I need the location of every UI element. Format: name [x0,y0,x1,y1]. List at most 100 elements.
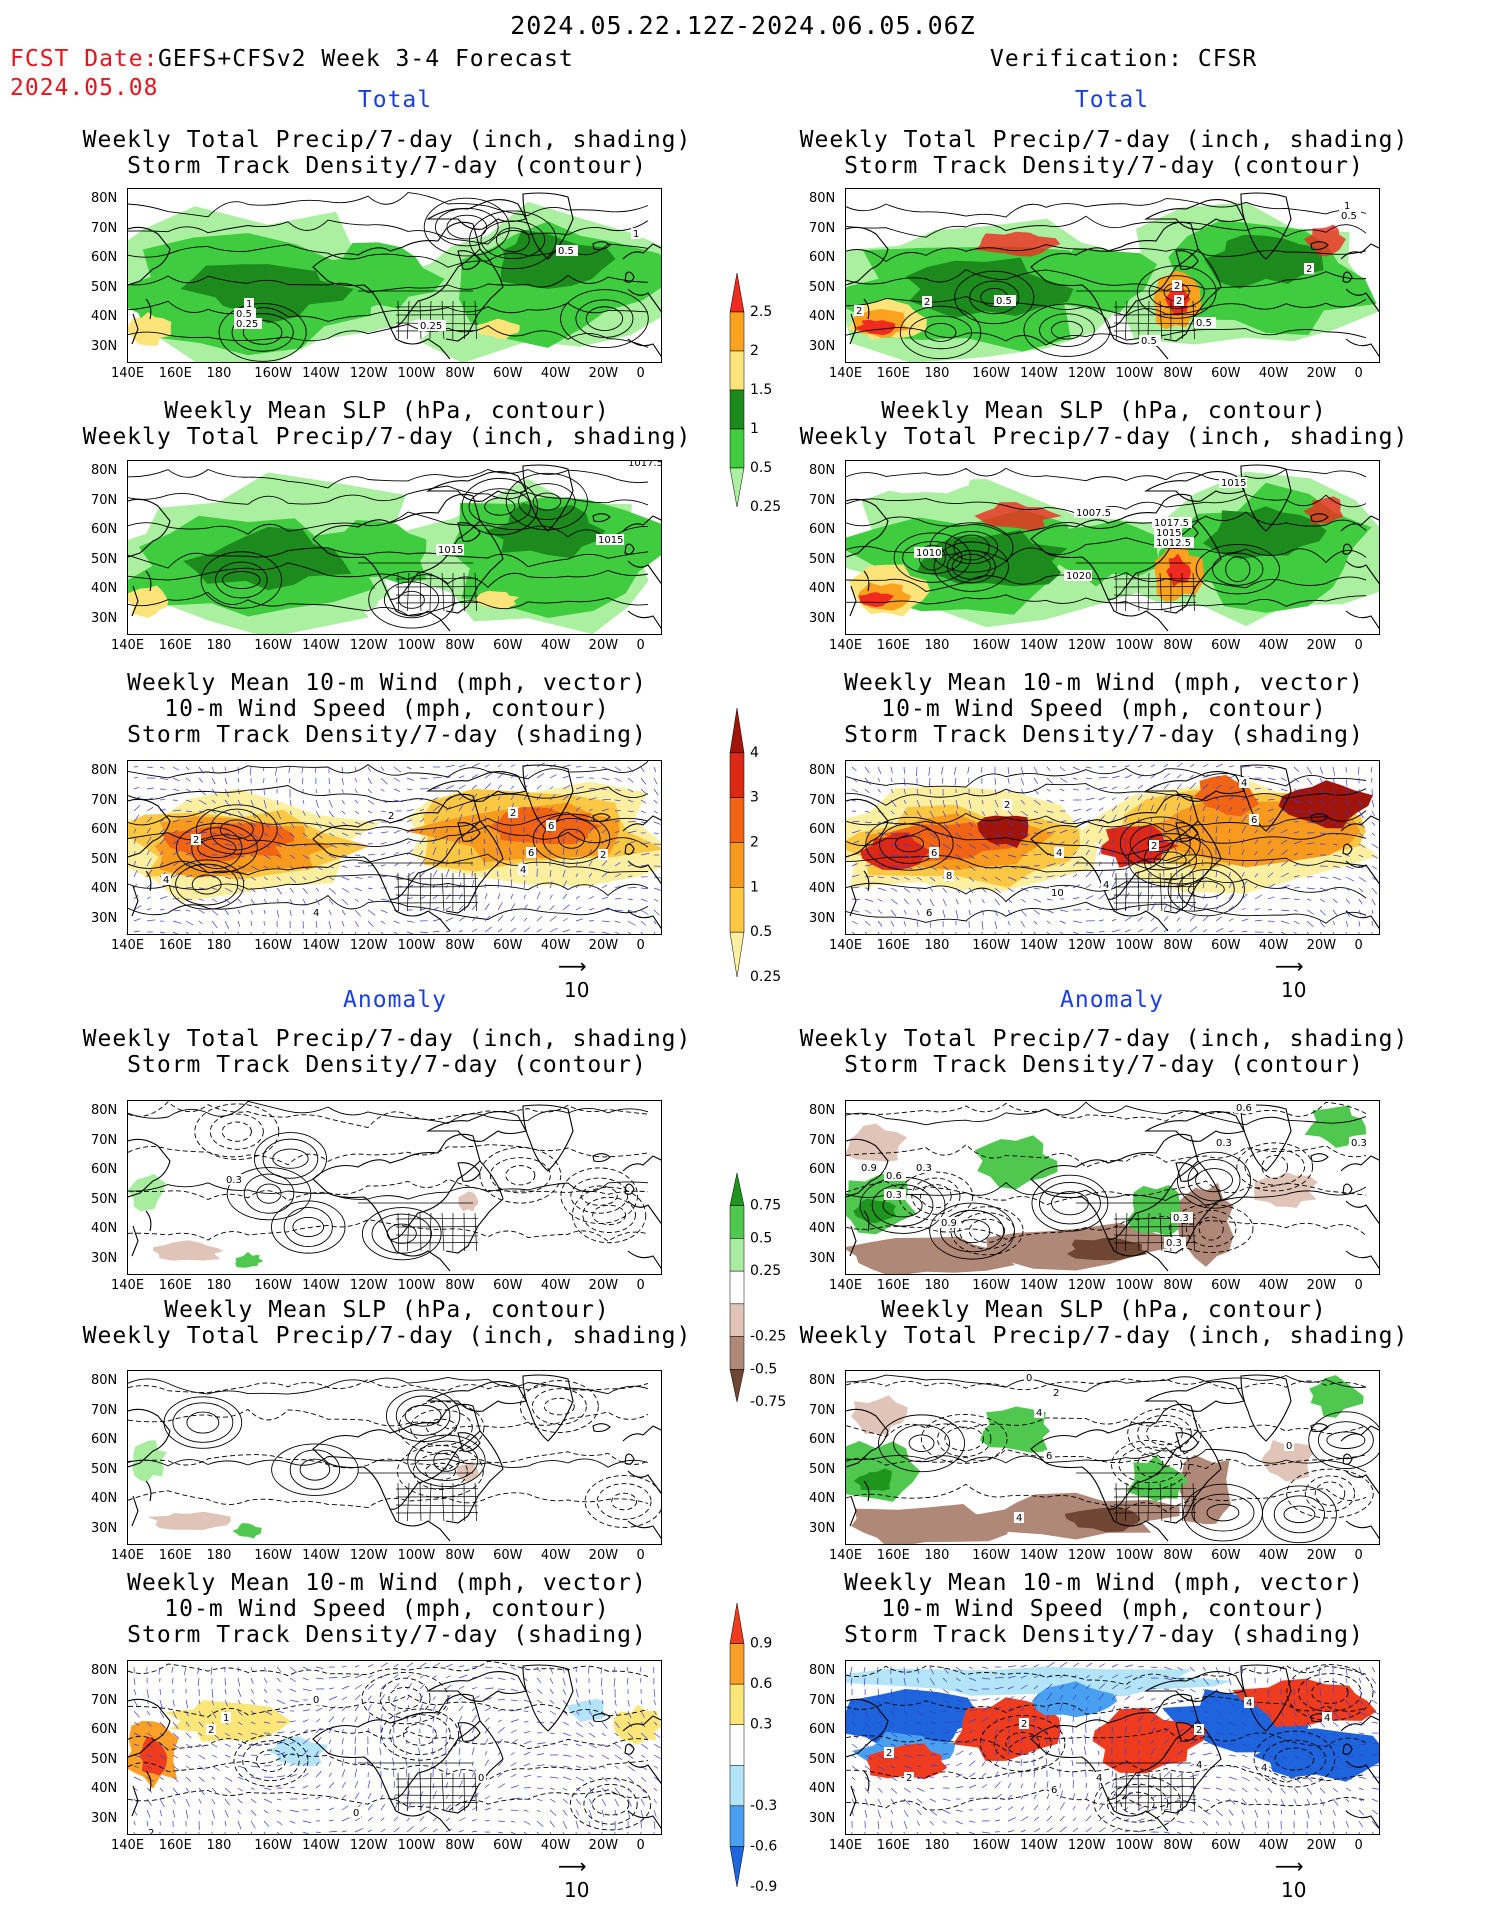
lon-label: 40W [1258,1548,1289,1563]
lat-label: 80N [91,1103,118,1118]
contour-label-bg [1019,1718,1029,1729]
contour-label-bg [598,849,608,860]
contour-label-bg [596,534,624,545]
section-total-right: Total [1074,87,1150,113]
contour-label-bg [854,305,864,316]
lat-label: 80N [91,1373,118,1388]
colorbar-swatch [729,1205,745,1239]
p1-title-1: Weekly Total Precip/7-day (inch, shading… [82,127,692,153]
contour-label: 4 [163,875,169,886]
contour-label: 4 [1196,1760,1202,1771]
contour-label-bg [1339,210,1361,221]
contour-label-bg [1342,200,1352,211]
lat-label: 50N [809,851,836,867]
lon-label: 40W [540,1838,571,1853]
lon-label: 40W [540,1548,571,1563]
contour-label-bg [1064,570,1092,581]
contour-label-bg [924,907,934,918]
map-panel-p12: 2 2 4 4 2 2 4 4 4 6 [845,1660,1380,1835]
colorbar-label: -0.9 [750,1879,777,1895]
lon-label: 180 [924,1278,950,1293]
contour-label: 0.5 [558,246,574,257]
lat-label: 80N [91,191,118,206]
p6-title-3: Storm Track Density/7-day (shading) [844,722,1364,748]
contour-label: 0 [353,1808,359,1819]
lon-label: 20W [1306,638,1337,653]
lon-label: 120W [349,938,388,953]
lat-label: 60N [809,1162,836,1177]
lat-label: 50N [809,1191,836,1207]
contour-label: 0.9 [861,1163,877,1174]
contour-label: 2 [1151,841,1157,852]
colorbar-label: 0.5 [750,460,772,476]
precip-1 [180,264,354,324]
lat-label: 80N [91,1663,118,1678]
lon-label: 40W [540,366,571,381]
lat-label: 40N [809,1221,836,1236]
lat-label: 40N [809,1781,836,1796]
contour-label: 0.3 [1166,1238,1182,1249]
contour-label-bg [1101,879,1111,890]
lat-label: 70N [809,1132,836,1148]
p4-title-2: Storm Track Density/7-day (contour) [844,153,1364,179]
p6-title-2: 10-m Wind Speed (mph, contour) [881,696,1327,722]
anom-storm-neg-light [567,1698,606,1723]
colorbar-label: 0.25 [750,499,781,515]
contour-label-bg [939,1217,961,1228]
lat-label: 30N [809,1810,836,1826]
contour-label-bg [386,810,396,821]
lon-label: 60W [493,1548,523,1563]
contour-label: 0.6 [1236,1103,1252,1114]
contour-label: 0.3 [1216,1138,1232,1149]
colorbar-total-precip: 2.5 2 1.5 1 0.5 0.25 [729,272,781,515]
lon-label: 180 [206,638,232,653]
contour-label: 0.5 [1141,336,1157,347]
lon-label: 0 [1354,1548,1363,1563]
colorbar-label: 0.25 [750,969,781,985]
lon-label: 100W [397,1838,436,1853]
contour-label-bg [1244,1697,1254,1708]
lon-label: 140W [302,938,340,953]
coastline-p1 [128,192,661,360]
precip-1.5 [477,318,520,339]
anom-storm-neg-light [846,1666,1233,1697]
lon-label: 180 [924,638,950,653]
lon-label: 80W [1163,1278,1193,1293]
contour-label: 4 [1241,778,1247,789]
lon-label: 180 [924,366,950,381]
contour-label: 2 [856,306,862,317]
lat-label: 70N [91,220,118,236]
lat-label: 80N [809,763,836,778]
contour-label: 10 [1051,888,1064,899]
map-canvas-p2: 1017.5 1015 1015 [128,461,661,634]
model-label: GEFS+CFSv2 Week 3-4 Forecast [158,46,574,72]
lon-label: 140E [111,1838,145,1853]
contour-label-bg [1094,1772,1104,1783]
lon-label: 80W [445,1838,475,1853]
lon-label: 0 [636,1838,645,1853]
colorbar-swatch [729,389,745,430]
p10-title-2: Storm Track Density/7-day (contour) [844,1052,1364,1078]
map-panel-p10: 0.6 0.3 0.6 0.3 0.9 0.3 0.9 0.3 0.3 0.3 [845,1100,1380,1275]
lat-label: 70N [91,1692,118,1708]
lon-label: 100W [397,638,436,653]
contour-label: 2 [193,835,199,846]
lon-label: 20W [588,1548,619,1563]
map-panel-p5: 1015 1007.5 1017.5 1015 1012.5 1010 1020 [845,460,1380,635]
lon-label: 0 [1354,1838,1363,1853]
lon-label: 40W [540,638,571,653]
lat-label: 30N [91,910,118,926]
lat-label: 70N [809,492,836,508]
anom-wet [974,1135,1058,1190]
lon-label: 0 [636,638,645,653]
vector-ref-label: 10 [1281,1878,1307,1902]
contour-label-bg [1194,317,1216,328]
contours-p2 [128,468,649,629]
colorbar-label: -0.25 [750,1329,786,1345]
contour-label: 6 [1046,1451,1052,1462]
p8-title-2: Weekly Total Precip/7-day (inch, shading… [82,1323,692,1349]
colorbar-label: 1 [750,421,759,437]
lat-label: 30N [91,610,118,626]
anom-wet [1126,1455,1189,1502]
contour-label-bg [1054,847,1064,858]
